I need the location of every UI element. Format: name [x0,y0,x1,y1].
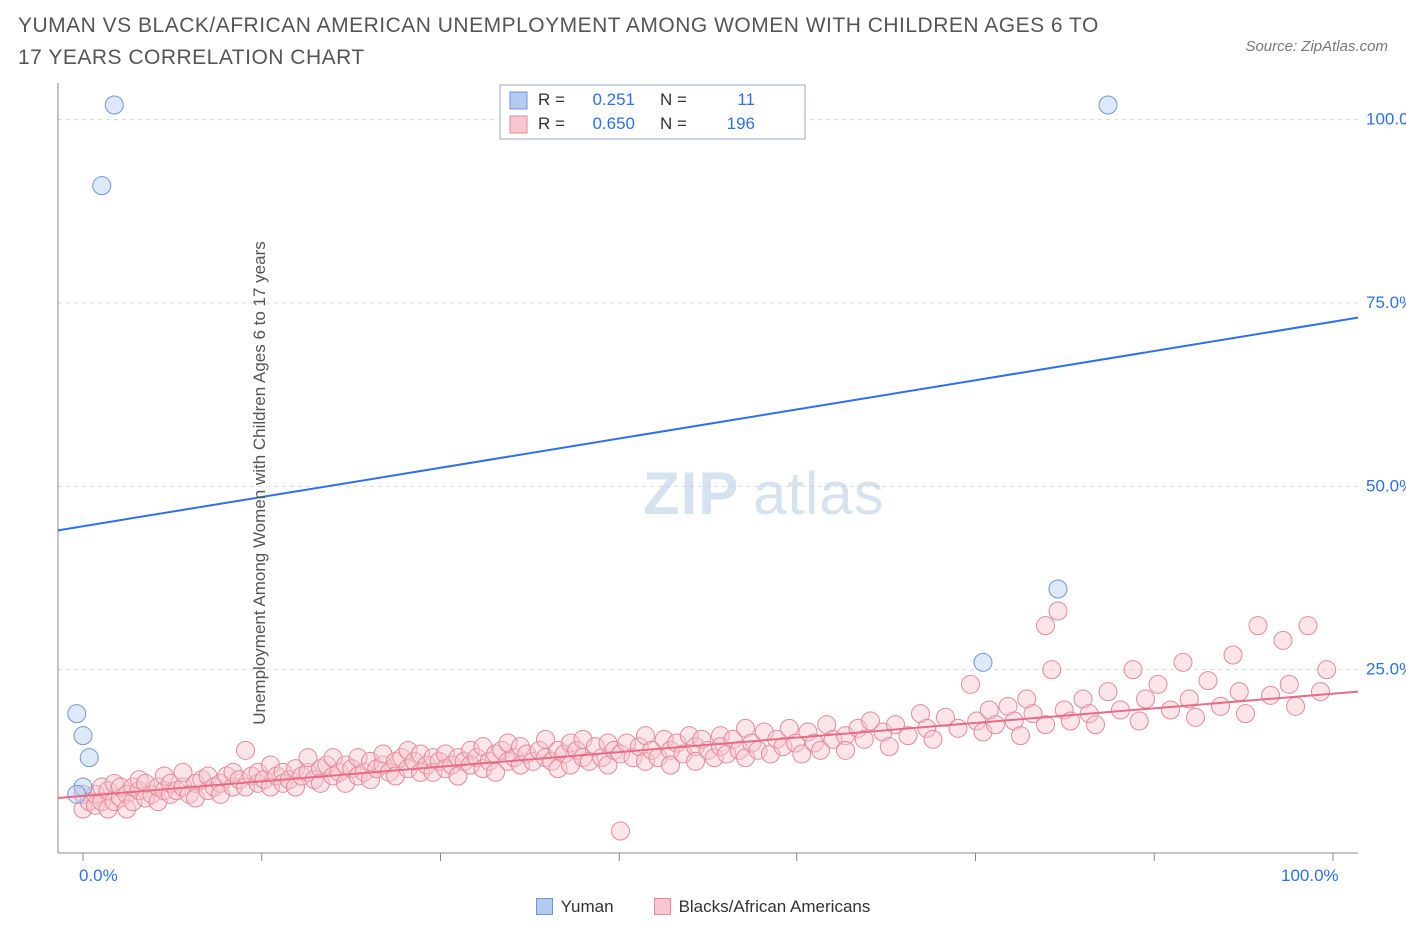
bottom-legend: Yuman Blacks/African Americans [0,893,1406,917]
data-point [1137,690,1155,708]
x-tick-label: 100.0% [1281,866,1339,885]
data-point [962,675,980,693]
data-point [1274,631,1292,649]
legend-item: Yuman [536,897,614,917]
data-point [1237,705,1255,723]
data-point [1187,708,1205,726]
data-point [1012,727,1030,745]
svg-text:N =: N = [660,114,687,133]
data-point [237,741,255,759]
data-point [987,716,1005,734]
data-point [1230,683,1248,701]
legend-item: Blacks/African Americans [654,897,871,917]
plot-container: Unemployment Among Women with Children A… [0,73,1406,893]
data-point [1174,653,1192,671]
data-point [1043,661,1061,679]
data-point [1130,712,1148,730]
data-point [1037,617,1055,635]
svg-text:N =: N = [660,90,687,109]
data-point [1249,617,1267,635]
legend-swatch [654,898,671,915]
data-point [68,705,86,723]
data-point [1280,675,1298,693]
data-point [1312,683,1330,701]
data-point [1099,683,1117,701]
source-label: Source: ZipAtlas.com [1245,10,1388,55]
svg-text:ZIP: ZIP [643,460,739,527]
scatter-plot: ZIPatlas 0.0% 100.0% 25.0% 50.0% 75.0% 100.0% R… [0,73,1406,893]
svg-text:R =: R = [538,90,565,109]
legend-label: Yuman [561,897,614,916]
svg-text:R =: R = [538,114,565,133]
svg-text:0.650: 0.650 [592,114,635,133]
data-point [1049,580,1067,598]
legend-swatch [510,92,527,109]
svg-text:11: 11 [737,90,755,109]
svg-text:196: 196 [727,114,755,133]
data-point [837,741,855,759]
data-point [612,822,630,840]
data-point [74,727,92,745]
legend-swatch [536,898,553,915]
data-point [1287,697,1305,715]
svg-text:atlas: atlas [753,460,885,527]
svg-text:0.251: 0.251 [592,90,635,109]
data-point [1212,697,1230,715]
legend-label: Blacks/African Americans [679,897,871,916]
data-point [880,738,898,756]
y-tick-label: 100.0% [1366,110,1406,129]
data-point [93,177,111,195]
chart-title: YUMAN VS BLACK/AFRICAN AMERICAN UNEMPLOY… [18,10,1118,73]
data-point [105,96,123,114]
legend-swatch [510,116,527,133]
data-point [1049,602,1067,620]
data-point [80,749,98,767]
data-point [1099,96,1117,114]
data-point [68,785,86,803]
data-point [1318,661,1336,679]
header: YUMAN VS BLACK/AFRICAN AMERICAN UNEMPLOY… [0,0,1406,73]
data-point [1199,672,1217,690]
y-tick-label: 75.0% [1366,293,1406,312]
data-point [1124,661,1142,679]
y-tick-label: 50.0% [1366,476,1406,495]
data-point [1149,675,1167,693]
data-point [949,719,967,737]
data-point [1262,686,1280,704]
data-point [1162,701,1180,719]
y-tick-label: 25.0% [1366,660,1406,679]
data-point [1224,646,1242,664]
y-axis-label: Unemployment Among Women with Children A… [250,241,270,725]
x-tick-label: 0.0% [79,866,118,885]
data-point [974,653,992,671]
data-point [1299,617,1317,635]
data-point [1087,716,1105,734]
data-point [924,730,942,748]
